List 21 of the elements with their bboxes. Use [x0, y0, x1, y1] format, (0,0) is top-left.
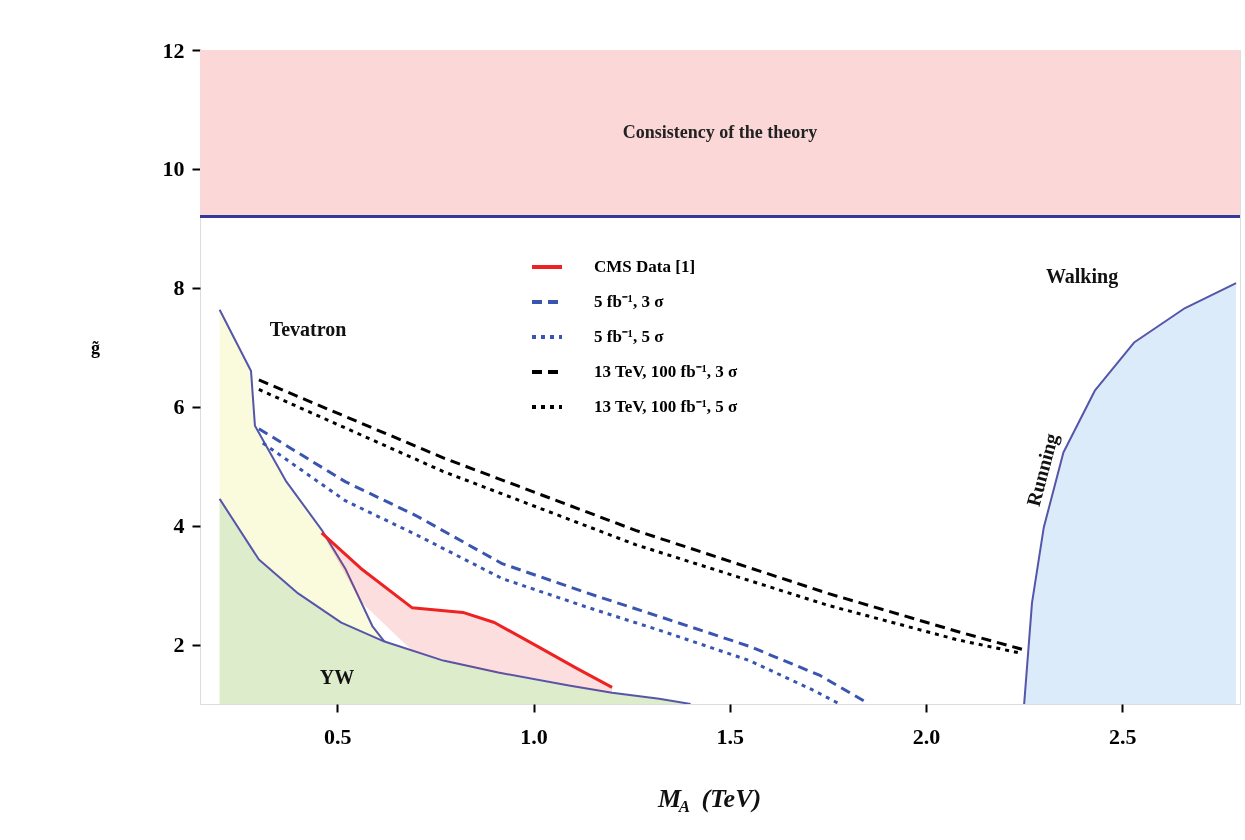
x-tick-label: 2.0	[912, 723, 941, 749]
band-label: Consistency of the theory	[622, 122, 818, 143]
legend-label: 13 TeV, 100 fb⁻¹, 3 σ	[594, 362, 739, 381]
legend-label: 13 TeV, 100 fb⁻¹, 5 σ	[594, 397, 739, 416]
y-axis-title: g̃	[91, 337, 100, 358]
x-tick-label: 2.5	[1109, 723, 1137, 749]
y-tick-label: 2	[173, 632, 185, 658]
x-tick-label: 0.5	[324, 723, 352, 749]
y-tick-label: 4	[173, 513, 185, 539]
x-tick-label: 1.5	[716, 723, 745, 749]
legend-label: 5 fb⁻¹, 3 σ	[594, 292, 665, 311]
annotation: YW	[319, 666, 355, 688]
annotation: Walking	[1045, 265, 1119, 288]
y-tick-label: 12	[162, 37, 185, 63]
y-tick-label: 6	[173, 394, 185, 420]
legend-label: CMS Data [1]	[594, 257, 696, 276]
y-tick-label: 8	[173, 275, 185, 301]
x-tick-label: 1.0	[520, 723, 548, 749]
annotation: Tevatron	[269, 318, 347, 340]
y-tick-label: 10	[162, 156, 185, 182]
legend-label: 5 fb⁻¹, 5 σ	[594, 327, 665, 346]
